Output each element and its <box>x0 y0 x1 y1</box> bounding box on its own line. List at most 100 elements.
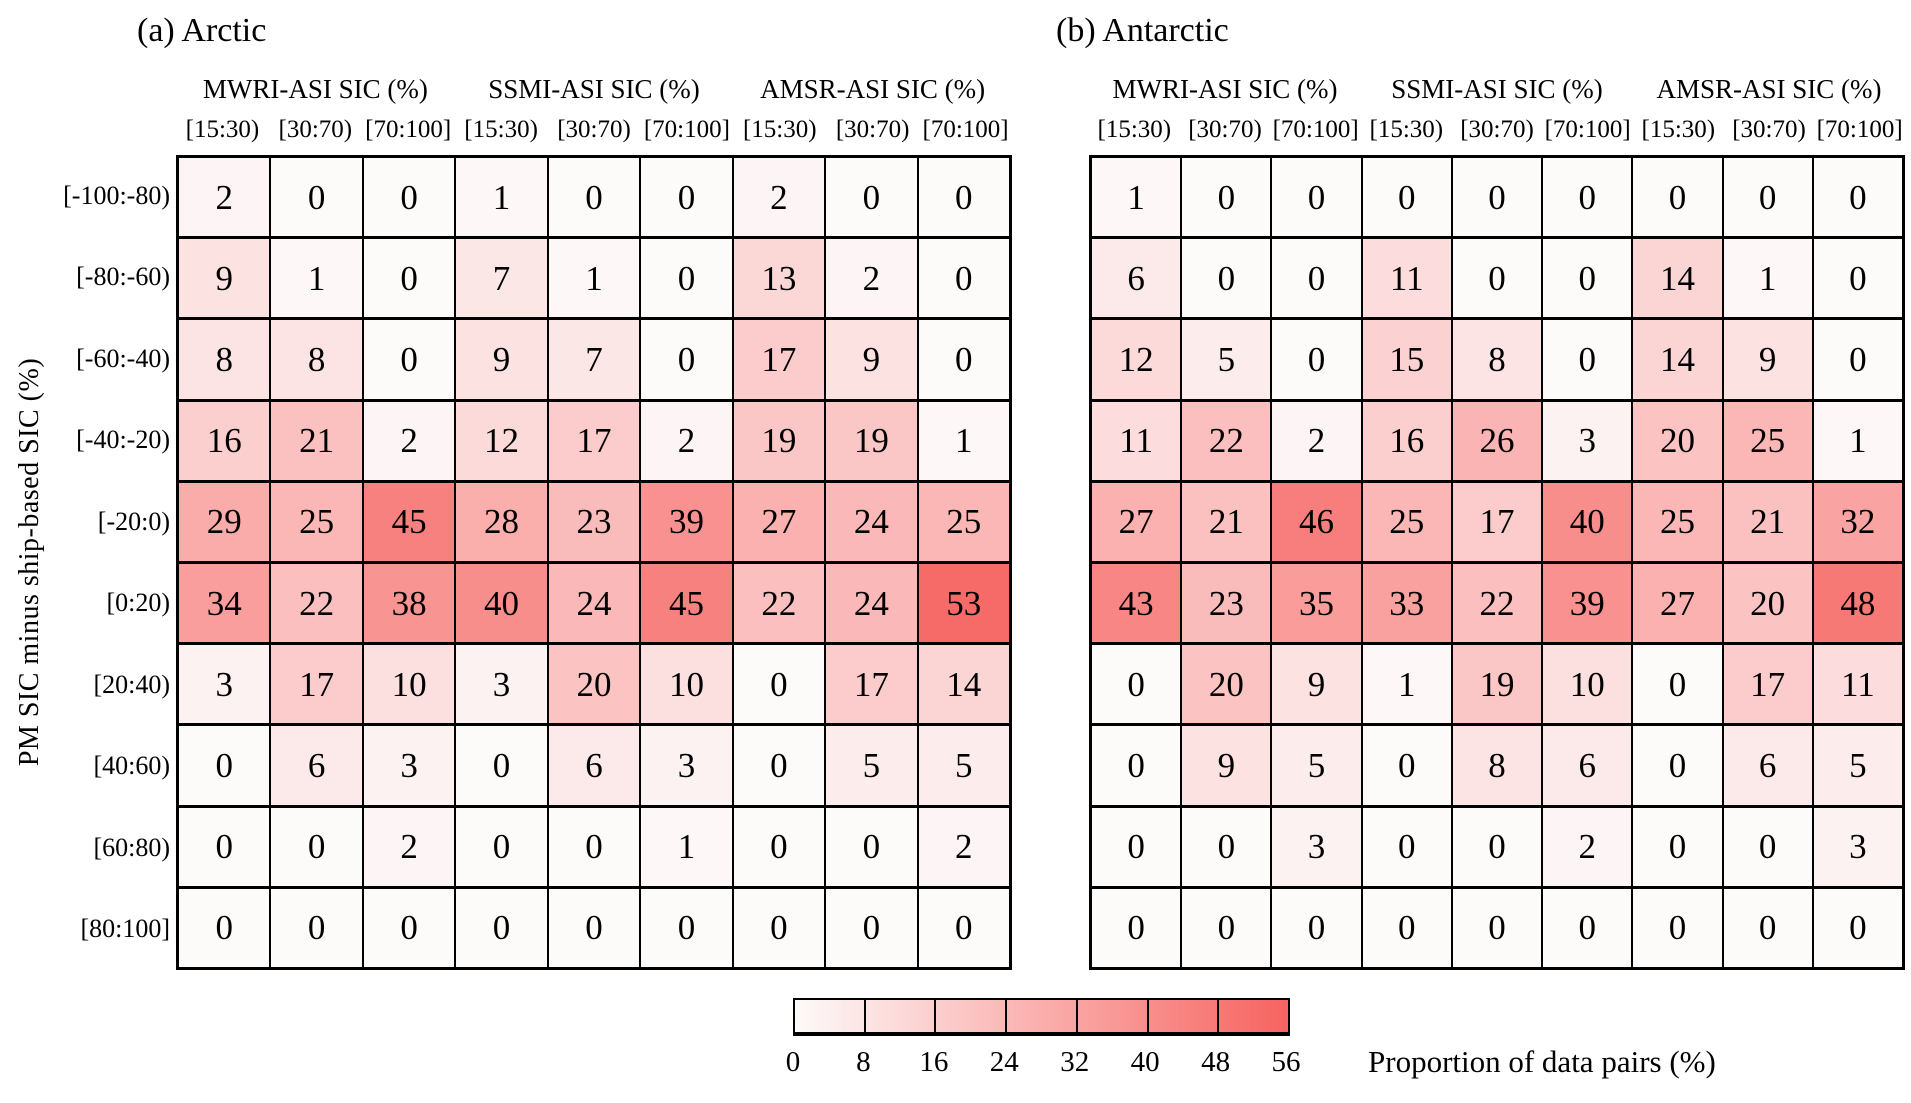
heatmap-cell: 10 <box>1543 645 1632 724</box>
row-bin-label: [-20:0) <box>97 506 170 536</box>
panel-b-sic-bin-label: [70:100] <box>1816 116 1903 143</box>
colorbar-segment <box>1217 1000 1289 1032</box>
heatmap-cell: 22 <box>1182 401 1271 480</box>
heatmap-cell: 35 <box>1272 563 1361 643</box>
heatmap-cell: 0 <box>1813 158 1902 237</box>
heatmap-cell: 25 <box>1723 401 1812 480</box>
heatmap-cell: 53 <box>918 563 1009 643</box>
heatmap-cell: 27 <box>733 482 825 561</box>
heatmap-cell: 0 <box>271 888 362 967</box>
heatmap-cell: 0 <box>1092 888 1181 967</box>
heatmap-cell: 0 <box>918 158 1009 237</box>
heatmap-cell: 0 <box>1092 807 1181 886</box>
panel-b-title: (b) Antarctic <box>1056 12 1229 49</box>
panel-a-sensor-group-header: AMSR-ASI SIC (%) <box>760 74 986 104</box>
heatmap-cell: 19 <box>826 401 917 480</box>
panel-b-sic-bin-label: [70:100] <box>1544 116 1631 143</box>
heatmap-cell: 0 <box>1272 239 1361 318</box>
heatmap-cell: 0 <box>1633 726 1722 805</box>
colorbar-tick-label: 8 <box>856 1046 871 1078</box>
heatmap-cell: 3 <box>456 645 547 724</box>
panel-a-sic-bin-label: [15:30) <box>742 116 817 143</box>
heatmap-cell: 0 <box>826 888 917 967</box>
heatmap-cell: 29 <box>179 482 270 561</box>
heatmap-cell: 19 <box>1452 645 1542 724</box>
heatmap-cell: 0 <box>733 807 825 886</box>
heatmap-cell: 3 <box>1272 807 1361 886</box>
heatmap-cell: 0 <box>918 888 1009 967</box>
heatmap-cell: 0 <box>1723 158 1812 237</box>
panel-a-title: (a) Arctic <box>137 12 267 49</box>
heatmap-cell: 14 <box>1633 320 1722 399</box>
row-bin-label: [40:60) <box>93 751 170 781</box>
heatmap-cell: 0 <box>1362 888 1451 967</box>
heatmap-cell: 6 <box>271 726 362 805</box>
heatmap-cell: 16 <box>1362 401 1451 480</box>
heatmap-cell: 5 <box>1813 726 1902 805</box>
heatmap-cell: 9 <box>456 320 547 399</box>
heatmap-cell: 9 <box>1182 726 1271 805</box>
heatmap-cell: 10 <box>363 645 455 724</box>
heatmap-cell: 0 <box>1813 239 1902 318</box>
heatmap-cell: 2 <box>826 239 917 318</box>
panel-a-sic-bin-label: [30:70) <box>278 116 353 143</box>
row-bin-label: [-80:-60) <box>76 262 170 292</box>
heatmap-cell: 0 <box>641 239 732 318</box>
panel-a-heatmap-grid: 2 0 0 1 0 0 2 0 0 9 1 0 7 1 0 13 2 0 8 8 0 9 7 0 17 9 0 16 21 2 12 17 2 1… <box>176 155 1012 970</box>
heatmap-cell: 2 <box>733 158 825 237</box>
heatmap-cell: 0 <box>363 158 455 237</box>
colorbar <box>793 998 1290 1036</box>
heatmap-cell: 5 <box>826 726 917 805</box>
heatmap-cell: 17 <box>733 320 825 399</box>
row-bin-label: [20:40) <box>93 669 170 699</box>
heatmap-cell: 0 <box>271 807 362 886</box>
heatmap-cell: 1 <box>918 401 1009 480</box>
heatmap-cell: 21 <box>271 401 362 480</box>
heatmap-cell: 5 <box>1182 320 1271 399</box>
heatmap-cell: 1 <box>271 239 362 318</box>
colorbar-tick-label: 16 <box>919 1046 949 1078</box>
heatmap-cell: 20 <box>1182 645 1271 724</box>
heatmap-cell: 1 <box>1723 239 1812 318</box>
heatmap-cell: 8 <box>1452 726 1542 805</box>
heatmap-cell: 23 <box>1182 563 1271 643</box>
heatmap-cell: 46 <box>1272 482 1361 561</box>
heatmap-cell: 0 <box>179 888 270 967</box>
heatmap-cell: 0 <box>1813 320 1902 399</box>
heatmap-cell: 23 <box>548 482 640 561</box>
colorbar-label: Proportion of data pairs (%) <box>1368 1044 1716 1079</box>
panel-a-sensor-group-header: MWRI-ASI SIC (%) <box>202 74 428 104</box>
heatmap-cell: 17 <box>271 645 362 724</box>
y-axis-label: PM SIC minus ship-based SIC (%) <box>14 357 45 767</box>
heatmap-cell: 11 <box>1813 645 1902 724</box>
heatmap-cell: 1 <box>1813 401 1902 480</box>
panel-b-sic-bin-label: [30:70) <box>1732 116 1806 143</box>
heatmap-cell: 0 <box>456 888 547 967</box>
heatmap-cell: 17 <box>548 401 640 480</box>
panel-b-sic-bin-label: [70:100] <box>1272 116 1359 143</box>
panel-a-sic-bin-label: [70:100] <box>643 116 730 143</box>
heatmap-cell: 6 <box>548 726 640 805</box>
heatmap-cell: 10 <box>641 645 732 724</box>
heatmap-cell: 0 <box>548 158 640 237</box>
heatmap-cell: 9 <box>1723 320 1812 399</box>
heatmap-cell: 39 <box>1543 563 1632 643</box>
heatmap-cell: 0 <box>1182 888 1271 967</box>
heatmap-cell: 24 <box>548 563 640 643</box>
panel-b-sic-bin-label: [15:30) <box>1369 116 1444 143</box>
heatmap-cell: 2 <box>363 401 455 480</box>
heatmap-cell: 17 <box>1723 645 1812 724</box>
heatmap-cell: 0 <box>548 888 640 967</box>
colorbar-segment <box>1075 1000 1147 1032</box>
heatmap-cell: 2 <box>1543 807 1632 886</box>
heatmap-cell: 2 <box>363 807 455 886</box>
heatmap-cell: 0 <box>1362 158 1451 237</box>
heatmap-cell: 0 <box>1543 320 1632 399</box>
heatmap-cell: 24 <box>826 563 917 643</box>
panel-a-sic-bin-label: [70:100] <box>365 116 452 143</box>
heatmap-cell: 0 <box>826 158 917 237</box>
heatmap-cell: 0 <box>1452 888 1542 967</box>
heatmap-cell: 11 <box>1362 239 1451 318</box>
heatmap-cell: 0 <box>1723 888 1812 967</box>
